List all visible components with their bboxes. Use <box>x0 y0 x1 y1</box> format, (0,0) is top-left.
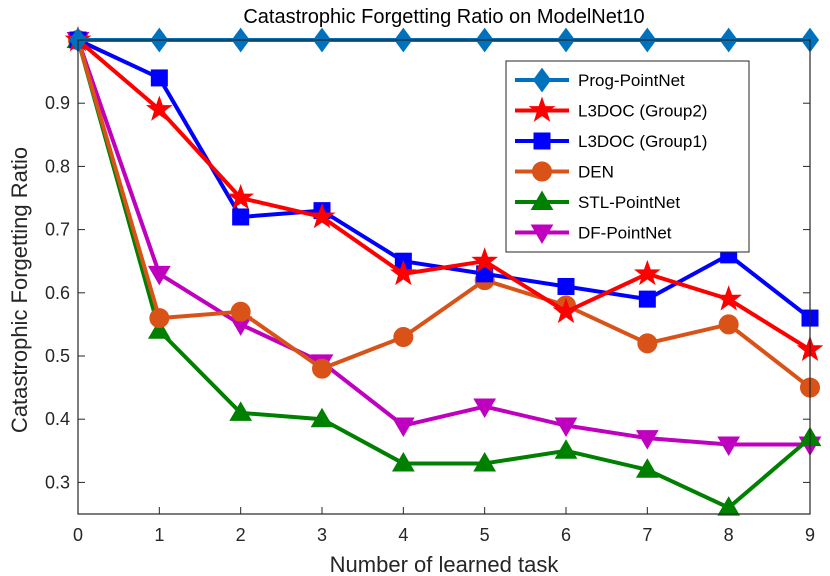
x-tick-label: 0 <box>73 525 83 545</box>
data-point <box>637 333 658 354</box>
legend-label: L3DOC (Group1) <box>578 132 707 151</box>
legend-marker <box>528 96 556 122</box>
data-point <box>718 314 739 335</box>
legend-label: Prog-PointNet <box>578 71 685 90</box>
data-point <box>473 398 497 419</box>
data-point <box>638 290 656 308</box>
x-axis-label: Number of learned task <box>330 552 560 576</box>
legend-entry: DEN <box>515 161 614 182</box>
data-point <box>635 458 659 478</box>
x-tick-label: 3 <box>317 525 327 545</box>
legend-entry: STL-PointNet <box>515 190 680 212</box>
data-point <box>308 202 336 229</box>
data-point <box>389 259 417 286</box>
data-point <box>635 430 659 450</box>
y-tick-label: 0.7 <box>45 220 70 240</box>
x-tick-label: 1 <box>154 525 164 545</box>
legend-label: DF-PointNet <box>578 224 672 243</box>
legend-marker <box>532 67 552 93</box>
series-line <box>76 39 810 447</box>
data-point <box>473 451 497 472</box>
legend-marker <box>533 132 551 150</box>
y-tick-label: 0.4 <box>45 409 70 429</box>
x-tick-label: 2 <box>236 525 246 545</box>
legend-entry: Prog-PointNet <box>515 67 685 93</box>
legend: Prog-PointNet L3DOC (Group2) L3DOC (Group1… <box>505 60 750 253</box>
data-point <box>552 297 580 324</box>
data-point <box>391 417 415 438</box>
data-point <box>149 308 170 329</box>
data-point <box>554 417 578 438</box>
series-line <box>76 39 812 390</box>
series-line <box>76 38 812 352</box>
legend-label: L3DOC (Group2) <box>578 102 707 121</box>
y-tick-label: 0.8 <box>45 156 70 176</box>
data-point <box>227 183 255 210</box>
series-3 <box>68 30 820 398</box>
data-point <box>715 285 743 311</box>
y-tick-label: 0.9 <box>45 93 70 113</box>
legend-marker <box>530 224 554 244</box>
data-point <box>232 208 250 226</box>
data-point <box>554 439 578 459</box>
x-tick-label: 9 <box>805 525 815 545</box>
legend-marker <box>532 161 552 182</box>
legend-entry: L3DOC (Group2) <box>515 96 707 122</box>
data-point <box>145 95 173 121</box>
series-line <box>76 39 812 510</box>
y-tick-label: 0.3 <box>45 472 70 492</box>
legend-label: STL-PointNet <box>578 193 680 212</box>
x-tick-label: 6 <box>561 525 571 545</box>
data-point <box>310 407 334 428</box>
x-tick-label: 5 <box>480 525 490 545</box>
data-point <box>391 451 415 472</box>
y-axis-label: Catastrophic Forgetting Ratio <box>7 147 32 433</box>
data-point <box>717 436 741 456</box>
data-point <box>147 265 171 286</box>
data-point <box>557 277 575 295</box>
data-point <box>230 301 251 322</box>
y-tick-label: 0.6 <box>45 283 70 303</box>
x-tick-label: 7 <box>642 525 652 545</box>
x-tick-label: 4 <box>398 525 408 545</box>
x-tick-label: 8 <box>724 525 734 545</box>
data-point <box>393 327 414 348</box>
data-point <box>150 69 168 87</box>
data-point <box>471 247 499 273</box>
chart-title: Catastrophic Forgetting Ratio on ModelNe… <box>243 6 644 28</box>
data-point <box>633 259 661 286</box>
legend-entry: L3DOC (Group1) <box>515 132 707 151</box>
plot-border <box>77 39 811 515</box>
legend-box <box>505 60 750 253</box>
data-point <box>147 319 171 339</box>
data-point <box>229 401 253 421</box>
data-point <box>717 496 741 516</box>
legend-entry: DF-PointNet <box>515 224 672 244</box>
data-point <box>312 358 332 379</box>
y-tick-label: 0.5 <box>45 346 70 366</box>
legend-label: DEN <box>578 163 614 182</box>
legend-marker <box>530 190 554 210</box>
